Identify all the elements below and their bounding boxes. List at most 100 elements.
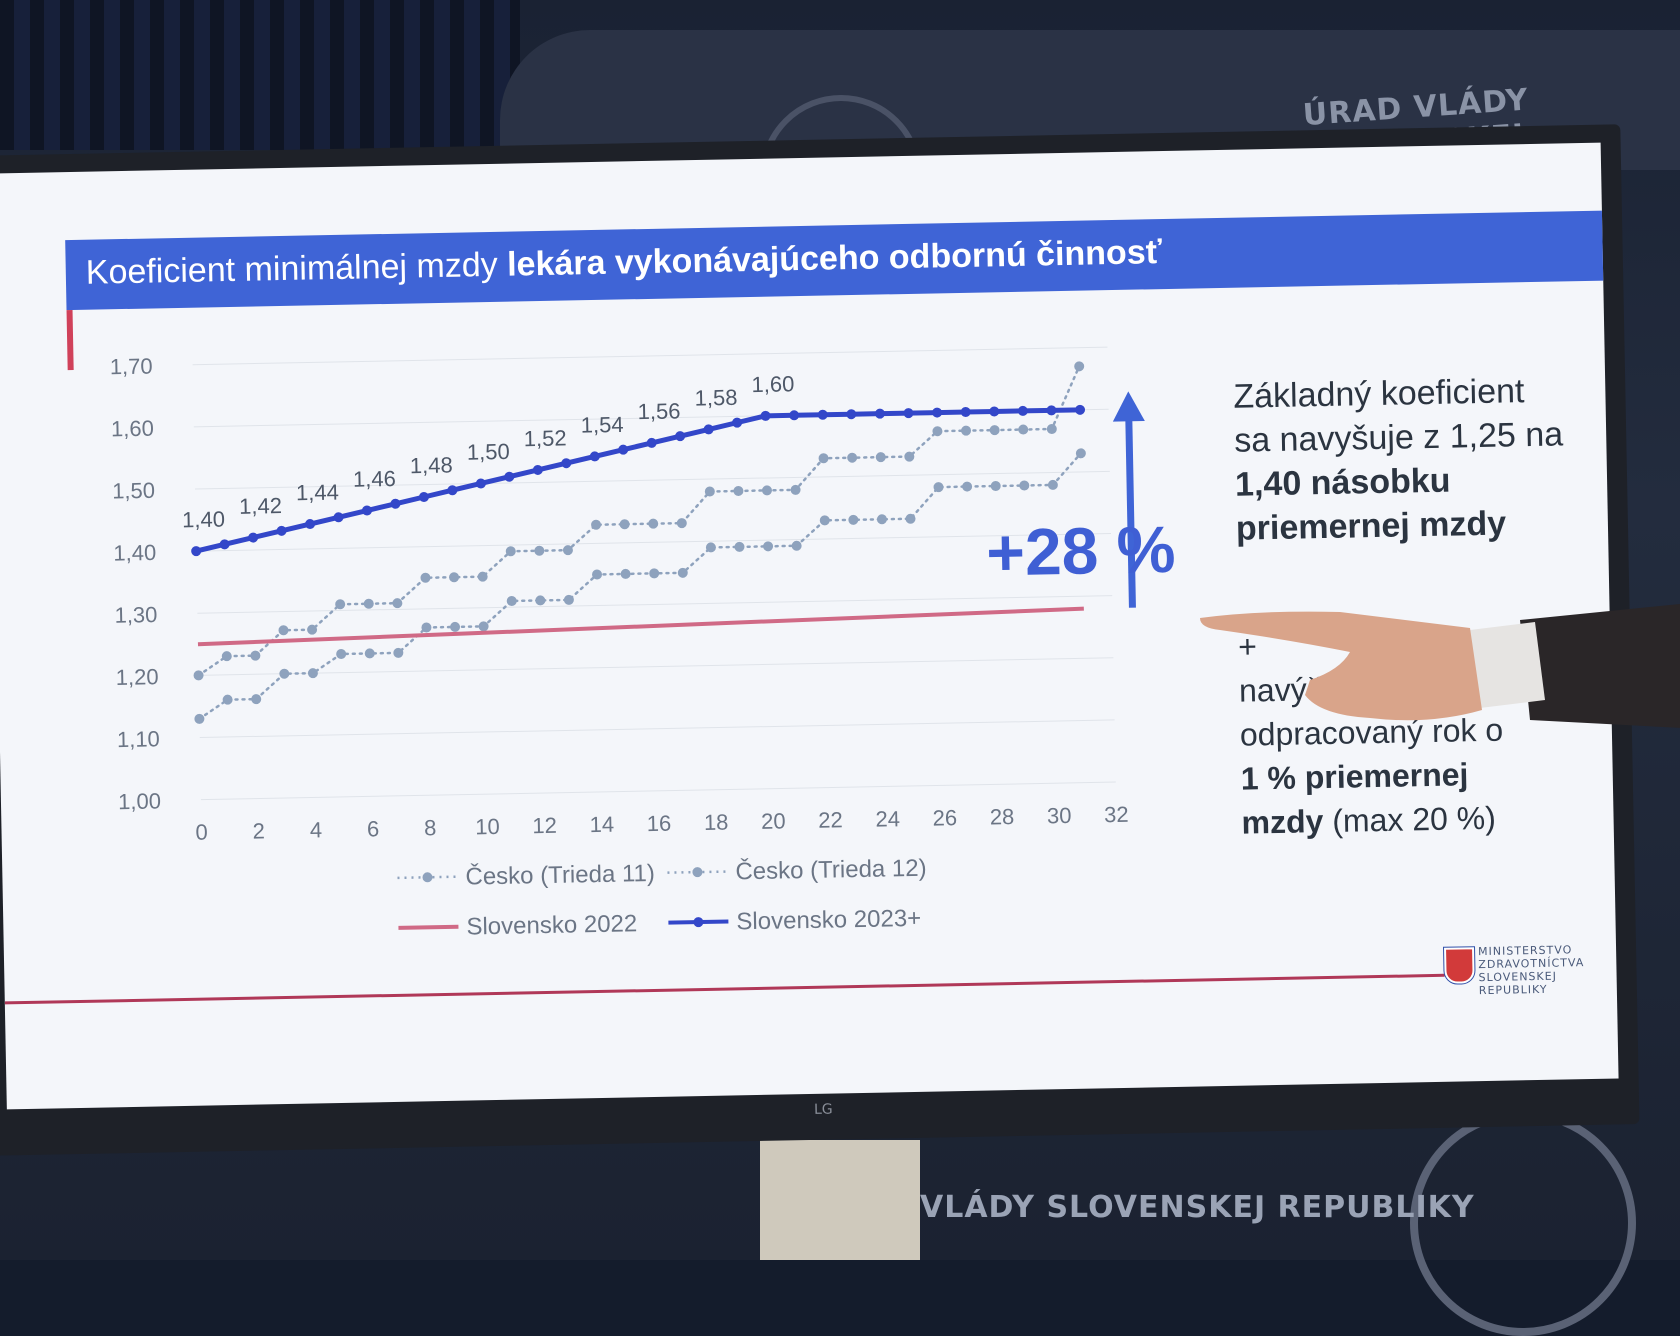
series-point-cesko (505, 546, 516, 557)
series-point-cesko (619, 519, 630, 530)
series-point-slovensko-2023 (390, 498, 401, 509)
series-point-cesko (1074, 361, 1085, 372)
y-tick-label: 1,70 (110, 353, 153, 379)
data-label: 1,60 (751, 371, 794, 397)
series-line-slovensko-2022 (197, 606, 1084, 647)
gridline (192, 346, 1108, 366)
series-point-cesko (1046, 424, 1057, 435)
slide-screen: Koeficient minimálnej mzdy lekára vykoná… (0, 142, 1619, 1110)
ministry-logo: MINISTERSTVO ZDRAVOTNÍCTVA SLOVENSKEJ RE… (1444, 943, 1615, 1006)
data-label: 1,48 (410, 452, 453, 478)
series-point-slovensko-2023 (1017, 405, 1028, 416)
series-point-cesko (904, 451, 915, 462)
x-tick-label: 32 (1104, 802, 1129, 827)
series-point-cesko (420, 572, 431, 583)
series-point-cesko (704, 486, 715, 497)
series-point-slovensko-2023 (305, 519, 316, 530)
series-point-slovensko-2023 (903, 408, 914, 419)
series-point-slovensko-2023 (276, 525, 287, 536)
legend-label: Slovensko 2022 (466, 910, 637, 940)
legend-swatch (398, 924, 459, 930)
monitor: Koeficient minimálnej mzdy lekára vykoná… (0, 124, 1640, 1156)
gridline (199, 719, 1115, 738)
series-point-cesko (763, 541, 774, 552)
series-point-cesko (250, 650, 261, 661)
series-point-slovensko-2023 (418, 492, 429, 503)
series-point-cesko (563, 594, 574, 605)
series-point-cesko (364, 648, 375, 659)
series-point-cesko (307, 668, 318, 679)
series-point-cesko (222, 694, 233, 705)
line-chart: 1,001,101,201,301,401,501,601,700 2 4 6 8 10 1… (110, 346, 1145, 941)
data-label: 1,56 (637, 398, 680, 424)
x-tick-label: 0 (195, 820, 208, 845)
x-tick-label: 12 (532, 813, 557, 838)
series-point-cesko (478, 621, 489, 632)
y-tick-label: 1,40 (113, 540, 156, 566)
series-point-cesko (534, 545, 545, 556)
series-point-cesko (591, 519, 602, 530)
series-point-cesko (1075, 448, 1086, 459)
increase-arrow-shaft (1125, 415, 1136, 608)
series-point-cesko (649, 568, 660, 579)
ministry-text: MINISTERSTVO ZDRAVOTNÍCTVA SLOVENSKEJ RE… (1478, 943, 1615, 998)
backdrop-label-bottom: VLÁDY SLOVENSKEJ REPUBLIKY (920, 1190, 1475, 1225)
series-point-slovensko-2023 (846, 409, 857, 420)
series-point-cesko (194, 713, 205, 724)
series-point-cesko (676, 518, 687, 529)
callout-1-line1: Základný koeficient (1233, 372, 1525, 416)
callout-base-coefficient: Základný koeficient sa navyšuje z 1,25 n… (1233, 368, 1565, 550)
series-point-slovensko-2023 (618, 444, 629, 455)
series-point-cesko (592, 569, 603, 580)
callout-1-bold2: priemernej mzdy (1235, 504, 1507, 548)
series-point-cesko (363, 598, 374, 609)
series-point-cesko (278, 625, 289, 636)
series-point-cesko (648, 518, 659, 529)
x-tick-label: 22 (818, 807, 843, 832)
series-point-slovensko-2023 (248, 532, 259, 543)
series-point-cesko (193, 670, 204, 681)
series-line-cesko (197, 365, 1081, 677)
series-point-cesko (962, 481, 973, 492)
series-point-slovensko-2023 (760, 410, 771, 421)
y-tick-label: 1,20 (116, 664, 159, 690)
series-point-cesko (421, 622, 432, 633)
y-tick-label: 1,30 (114, 602, 157, 628)
series-point-slovensko-2023 (532, 464, 543, 475)
series-point-cesko (449, 572, 460, 583)
curtain (0, 0, 520, 150)
series-point-slovensko-2023 (703, 424, 714, 435)
series-point-slovensko-2023 (789, 410, 800, 421)
series-point-cesko (336, 648, 347, 659)
x-tick-label: 24 (875, 806, 900, 831)
x-tick-label: 4 (310, 817, 323, 842)
series-point-cesko (961, 425, 972, 436)
callout-1-line2: sa navyšuje z 1,25 na (1233, 415, 1564, 460)
ministry-line3: SLOVENSKEJ REPUBLIKY (1478, 969, 1557, 998)
legend-label: Česko (Trieda 11) (465, 859, 655, 891)
series-point-slovensko-2023 (361, 505, 372, 516)
series-point-cesko (562, 545, 573, 556)
x-tick-label: 26 (932, 805, 957, 830)
series-point-cesko (1019, 480, 1030, 491)
series-point-cesko (989, 425, 1000, 436)
series-point-slovensko-2023 (219, 539, 230, 550)
series-point-cesko (905, 513, 916, 524)
series-point-slovensko-2023 (589, 451, 600, 462)
series-point-cesko (819, 515, 830, 526)
series-point-cesko (1047, 479, 1058, 490)
data-label: 1,58 (694, 385, 737, 411)
series-point-cesko (791, 540, 802, 551)
series-point-cesko (875, 452, 886, 463)
series-point-slovensko-2023 (1046, 405, 1057, 416)
series-point-cesko (733, 485, 744, 496)
callout-2-bold1: 1 % priemernej (1240, 756, 1469, 797)
series-point-slovensko-2023 (989, 406, 1000, 417)
series-point-cesko (392, 598, 403, 609)
series-point-slovensko-2023 (447, 485, 458, 496)
y-tick-label: 1,60 (111, 416, 154, 442)
series-point-slovensko-2023 (333, 512, 344, 523)
series-point-cesko (307, 624, 318, 635)
x-tick-label: 28 (990, 804, 1015, 829)
series-point-cesko (761, 485, 772, 496)
